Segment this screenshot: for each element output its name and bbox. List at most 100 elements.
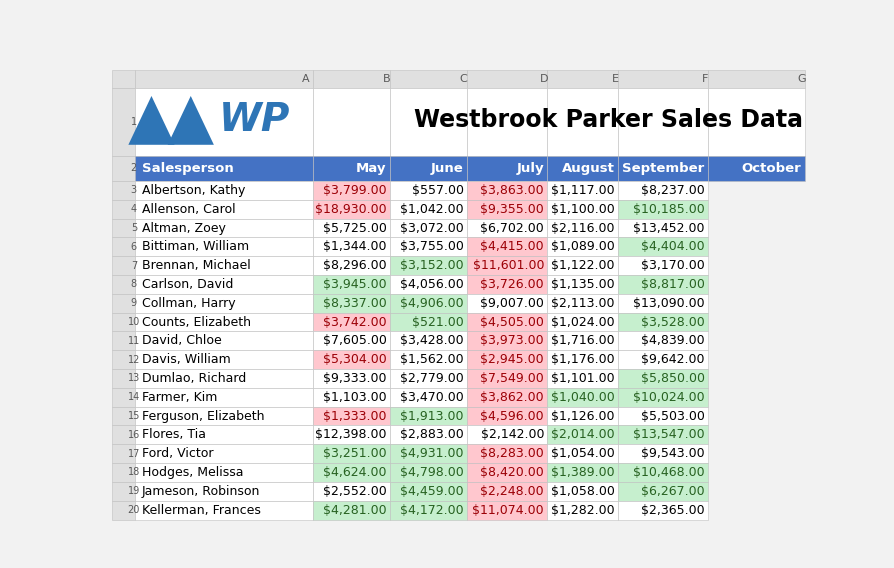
Bar — [389, 312, 467, 332]
Text: $8,283.00: $8,283.00 — [480, 447, 544, 460]
Text: $6,267.00: $6,267.00 — [640, 485, 704, 498]
Text: Altman, Zoey: Altman, Zoey — [142, 222, 225, 235]
Bar — [112, 407, 135, 425]
Text: 12: 12 — [128, 354, 139, 365]
Text: $2,779.00: $2,779.00 — [400, 372, 463, 385]
Bar — [546, 256, 617, 275]
Text: $1,344.00: $1,344.00 — [323, 240, 386, 253]
Bar — [546, 369, 617, 388]
Bar — [135, 407, 312, 425]
Bar — [707, 70, 805, 88]
Bar — [389, 350, 467, 369]
Bar — [617, 425, 707, 444]
Text: $1,562.00: $1,562.00 — [400, 353, 463, 366]
Bar — [112, 237, 135, 256]
Text: $3,528.00: $3,528.00 — [640, 316, 704, 328]
Text: September: September — [621, 162, 704, 175]
Text: $2,116.00: $2,116.00 — [551, 222, 614, 235]
Bar — [112, 369, 135, 388]
Bar — [312, 70, 389, 88]
Text: $4,281.00: $4,281.00 — [323, 504, 386, 517]
Bar — [546, 332, 617, 350]
Text: $4,798.00: $4,798.00 — [400, 466, 463, 479]
Bar — [312, 444, 389, 463]
Bar — [467, 275, 546, 294]
Bar — [135, 200, 312, 219]
Bar — [546, 444, 617, 463]
Text: $2,248.00: $2,248.00 — [480, 485, 544, 498]
Text: $1,126.00: $1,126.00 — [551, 410, 614, 423]
Bar — [112, 294, 135, 312]
Text: $4,839.00: $4,839.00 — [640, 335, 704, 348]
Bar — [135, 388, 312, 407]
Text: $3,863.00: $3,863.00 — [480, 184, 544, 197]
Bar — [467, 181, 546, 200]
Text: G: G — [797, 74, 805, 84]
Bar — [312, 219, 389, 237]
Text: $8,296.00: $8,296.00 — [323, 259, 386, 272]
Text: October: October — [741, 162, 801, 175]
Bar — [312, 463, 389, 482]
Bar — [389, 463, 467, 482]
Bar — [546, 88, 617, 156]
Bar — [135, 501, 312, 520]
Polygon shape — [128, 96, 174, 145]
Text: $10,024.00: $10,024.00 — [632, 391, 704, 404]
Bar — [312, 425, 389, 444]
Text: August: August — [561, 162, 614, 175]
Text: $9,333.00: $9,333.00 — [323, 372, 386, 385]
Bar — [389, 181, 467, 200]
Text: $4,931.00: $4,931.00 — [400, 447, 463, 460]
Text: A: A — [301, 74, 308, 84]
Bar — [467, 312, 546, 332]
Bar — [546, 275, 617, 294]
Text: $4,415.00: $4,415.00 — [480, 240, 544, 253]
Text: May: May — [356, 162, 386, 175]
Bar — [617, 156, 707, 181]
Text: $1,101.00: $1,101.00 — [551, 372, 614, 385]
Bar — [707, 156, 805, 181]
Bar — [617, 482, 707, 501]
Bar — [467, 219, 546, 237]
Bar — [112, 312, 135, 332]
Text: $3,170.00: $3,170.00 — [640, 259, 704, 272]
Text: $4,624.00: $4,624.00 — [323, 466, 386, 479]
Bar — [546, 350, 617, 369]
Text: Salesperson: Salesperson — [142, 162, 233, 175]
Bar — [617, 388, 707, 407]
Text: $1,122.00: $1,122.00 — [551, 259, 614, 272]
Bar — [112, 200, 135, 219]
Text: $3,470.00: $3,470.00 — [400, 391, 463, 404]
Text: $2,014.00: $2,014.00 — [551, 428, 614, 441]
Text: $13,547.00: $13,547.00 — [632, 428, 704, 441]
Bar — [112, 156, 135, 181]
Bar — [389, 407, 467, 425]
Bar — [389, 200, 467, 219]
Bar — [617, 369, 707, 388]
Text: $4,404.00: $4,404.00 — [640, 240, 704, 253]
Text: $1,333.00: $1,333.00 — [323, 410, 386, 423]
Bar — [467, 294, 546, 312]
Text: $521.00: $521.00 — [411, 316, 463, 328]
Text: $2,365.00: $2,365.00 — [640, 504, 704, 517]
Bar — [617, 70, 707, 88]
Text: $3,973.00: $3,973.00 — [480, 335, 544, 348]
Text: 3: 3 — [131, 185, 137, 195]
Bar — [135, 312, 312, 332]
Text: Kellerman, Frances: Kellerman, Frances — [142, 504, 260, 517]
Bar — [617, 463, 707, 482]
Bar — [467, 256, 546, 275]
Bar — [617, 275, 707, 294]
Bar — [617, 88, 707, 156]
Text: $1,103.00: $1,103.00 — [323, 391, 386, 404]
Bar — [112, 482, 135, 501]
Text: $5,304.00: $5,304.00 — [323, 353, 386, 366]
Text: $7,549.00: $7,549.00 — [480, 372, 544, 385]
Bar — [546, 200, 617, 219]
Bar — [112, 181, 135, 200]
Bar — [617, 256, 707, 275]
Bar — [135, 88, 312, 156]
Text: $2,142.00: $2,142.00 — [480, 428, 544, 441]
Text: $2,883.00: $2,883.00 — [400, 428, 463, 441]
Text: $1,117.00: $1,117.00 — [551, 184, 614, 197]
